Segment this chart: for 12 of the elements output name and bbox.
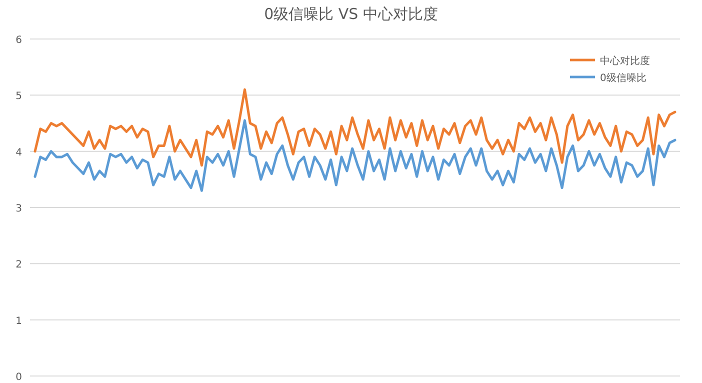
y-tick-label: 4 [16,147,22,158]
y-tick-label: 3 [16,204,22,214]
y-tick-label: 5 [16,91,22,102]
y-tick-label: 1 [16,316,22,327]
legend-label: 0级信噪比 [600,72,646,84]
line-series [34,88,676,167]
y-tick-label: 6 [16,35,22,46]
line-series [34,119,676,192]
y-tick-label: 2 [16,260,22,271]
y-tick-label: 0 [16,372,22,383]
legend-label: 中心对比度 [600,55,650,67]
chart-title: 0级信噪比 VS 中心对比度 [264,5,438,23]
